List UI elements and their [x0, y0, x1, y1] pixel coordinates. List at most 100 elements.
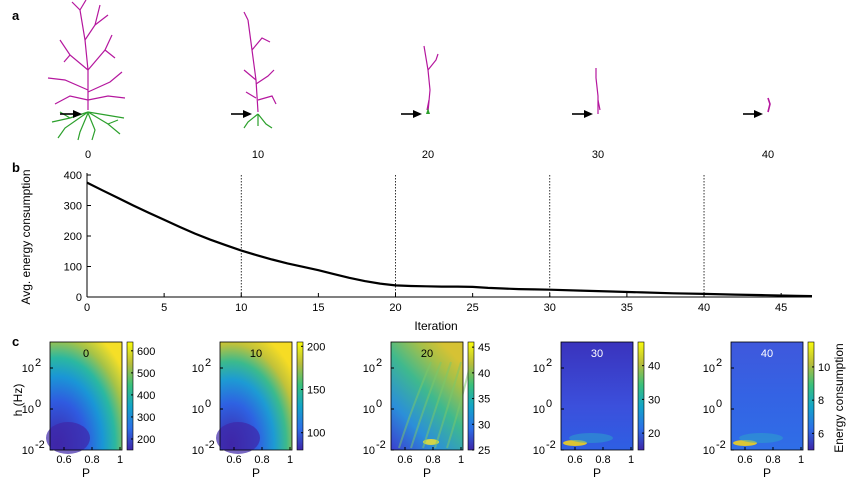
x-tick-label: 45 [775, 302, 787, 314]
colorbar [467, 341, 475, 451]
neuron-iteration-10 [243, 11, 277, 129]
neuron-iteration-30 [595, 68, 601, 114]
heatmap-image [731, 342, 803, 450]
y-tick-exponent: 2 [205, 357, 211, 369]
neuron-label-30: 30 [592, 149, 604, 161]
x-tick-label: 30 [544, 302, 556, 314]
colorbar-tick-label: 500 [137, 368, 155, 380]
colorbar-tick-label: 200 [137, 434, 155, 446]
y-tick-label: 10 [533, 445, 545, 457]
x-tick-label: 5 [161, 302, 167, 314]
neuron-iteration-40 [767, 97, 771, 113]
apical-dendrites [47, 0, 126, 110]
colorbar-label: Energy consumption [832, 343, 846, 452]
panel-label-a: a [12, 8, 20, 23]
y-tick-label: 100 [64, 262, 82, 274]
heatmap-title: 30 [591, 348, 603, 360]
heatmap-minimum-region [46, 422, 90, 454]
y-tick-exponent: -2 [205, 439, 215, 451]
colorbar-tick-label: 200 [307, 341, 325, 353]
neuron-morphologies: 0 10 20 30 40 [47, 0, 774, 161]
y-tick-label: 10 [703, 404, 715, 416]
y-tick-label: 10 [192, 404, 204, 416]
y-tick-label: 10 [533, 404, 545, 416]
colorbar-tick-label: 6 [818, 428, 824, 440]
heatmap-frame [730, 341, 804, 451]
colorbar-tick-label: 35 [478, 394, 490, 406]
heatmap-xlabel: P [252, 466, 260, 480]
y-tick-exponent: 2 [376, 357, 382, 369]
colorbar-tick-label: 40 [478, 368, 490, 380]
colorbar-tick-label: 10 [818, 362, 830, 374]
y-tick-label: 300 [64, 201, 82, 213]
y-tick-label: 400 [64, 170, 82, 182]
y-tick-label: 10 [363, 363, 375, 375]
heatmap-frame [560, 341, 634, 451]
x-tick-label: 0.6 [226, 454, 241, 466]
heatmap-frame [390, 341, 464, 451]
y-tick-exponent: -2 [546, 439, 556, 451]
y-tick-label: 10 [533, 363, 545, 375]
x-tick-label: 1 [287, 454, 293, 466]
neuron-iteration-0 [47, 0, 126, 141]
y-tick-exponent: 0 [716, 398, 722, 410]
colorbar-tick-label: 300 [137, 412, 155, 424]
heatmap-ridge-region [569, 433, 613, 443]
heatmap-stripe [398, 361, 432, 449]
x-tick-label: 0.8 [765, 454, 780, 466]
panel-label-c: c [12, 334, 19, 349]
x-tick-label: 25 [467, 302, 479, 314]
x-tick-label: 0.8 [254, 454, 269, 466]
colorbar-tick-label: 20 [648, 428, 660, 440]
heatmap-title: 20 [421, 348, 433, 360]
colorbar [126, 341, 134, 451]
basal-dendrites [51, 111, 125, 141]
x-tick-label: 0.8 [425, 454, 440, 466]
y-tick-exponent: 0 [376, 398, 382, 410]
heatmap-frame [219, 341, 293, 451]
x-tick-label: 35 [621, 302, 633, 314]
x-tick-label: 1 [117, 454, 123, 466]
y-tick-label: 10 [363, 445, 375, 457]
x-tick-label: 20 [389, 302, 401, 314]
x-tick-label: 0 [84, 302, 90, 314]
heatmap-stripe [422, 361, 452, 449]
heatmap-title: 0 [83, 348, 89, 360]
colorbar-tick-label: 30 [478, 419, 490, 431]
neuron-label-0: 0 [85, 149, 91, 161]
x-tick-label: 0.6 [567, 454, 582, 466]
y-tick-exponent: 0 [546, 398, 552, 410]
heatmap-xlabel: P [593, 466, 601, 480]
y-tick-label: 10 [703, 445, 715, 457]
heatmap-title: 10 [250, 348, 262, 360]
neuron-iteration-20 [423, 45, 439, 114]
y-tick-exponent: 0 [35, 398, 41, 410]
heatmap-frame [49, 341, 123, 451]
heatmap-image [561, 342, 633, 450]
y-tick-label: 10 [363, 404, 375, 416]
panel-label-b: b [12, 160, 20, 175]
neuron-label-20: 20 [422, 149, 434, 161]
heatmap-ridge-region [739, 433, 783, 443]
colorbar-tick-label: 45 [478, 342, 490, 354]
heatmap-minimum-region [216, 422, 260, 454]
colorbar-tick-label: 150 [307, 385, 325, 397]
x-tick-label: 0.6 [397, 454, 412, 466]
colorbar [637, 341, 645, 451]
heatmap-peak-region [423, 439, 439, 445]
y-tick-exponent: 2 [546, 357, 552, 369]
y-tick-exponent: -2 [716, 439, 726, 451]
colorbar [296, 341, 304, 451]
colorbar-tick-label: 40 [648, 361, 660, 373]
colorbar-tick-label: 600 [137, 346, 155, 358]
energy-line [86, 181, 813, 298]
x-tick-label: 1 [628, 454, 634, 466]
x-tick-label: 40 [698, 302, 710, 314]
energy-line-chart: 0 5 10 15 20 25 30 35 40 45 0 100 200 300 400 [64, 170, 813, 314]
y-tick-exponent: -2 [35, 439, 45, 451]
